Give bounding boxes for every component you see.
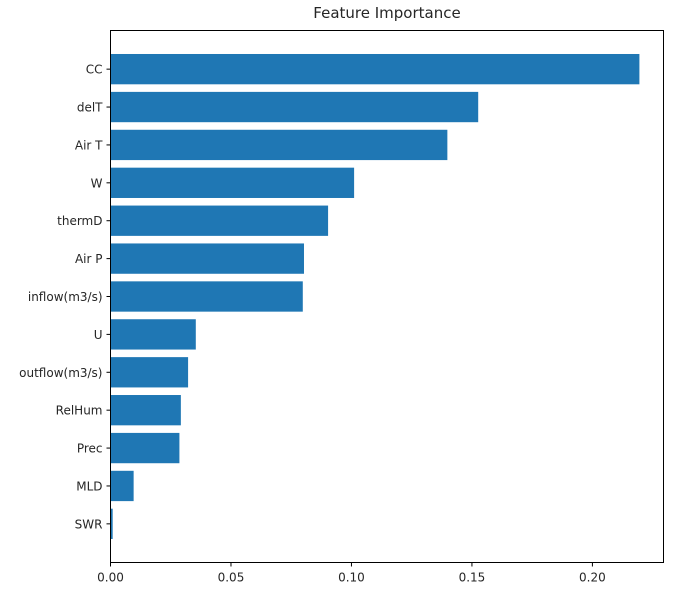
bar-w — [110, 167, 355, 198]
y-tick-label: U — [94, 328, 103, 342]
x-tick-label: 0.00 — [97, 571, 124, 585]
x-tick-label: 0.05 — [218, 571, 245, 585]
y-tick-label: CC — [86, 63, 103, 77]
y-tick-label: delT — [77, 101, 103, 115]
y-tick-label: MLD — [76, 479, 102, 493]
bar-outflow-m3-s — [110, 357, 189, 388]
chart-title: Feature Importance — [313, 4, 460, 22]
bar-delt — [110, 91, 479, 123]
bar-u — [110, 319, 196, 350]
y-tick-label: thermD — [57, 214, 102, 228]
bar-air-p — [110, 243, 304, 274]
y-tick-label: Air P — [75, 252, 103, 266]
x-tick-label: 0.15 — [459, 571, 486, 585]
y-tick-label: RelHum — [56, 404, 103, 418]
bar-inflow-m3-s — [110, 281, 303, 312]
bar-relhum — [110, 395, 181, 426]
y-tick-label: Air T — [75, 138, 103, 152]
y-tick-label: inflow(m3/s) — [28, 290, 103, 304]
bar-swr — [110, 508, 113, 540]
x-axis: 0.00 0.05 0.10 0.15 0.20 — [97, 562, 606, 585]
bar-thermd — [110, 205, 329, 236]
y-tick-label: outflow(m3/s) — [19, 366, 102, 380]
y-tick-label: W — [91, 176, 103, 190]
bar-mld — [110, 470, 134, 502]
bar-air-t — [110, 129, 448, 161]
bar-prec — [110, 432, 180, 464]
y-tick-label: SWR — [75, 517, 103, 531]
y-tick-label: Prec — [77, 442, 103, 456]
bars — [110, 53, 640, 540]
x-tick-label: 0.20 — [579, 571, 606, 585]
bar-cc — [110, 53, 640, 85]
x-tick-label: 0.10 — [338, 571, 365, 585]
